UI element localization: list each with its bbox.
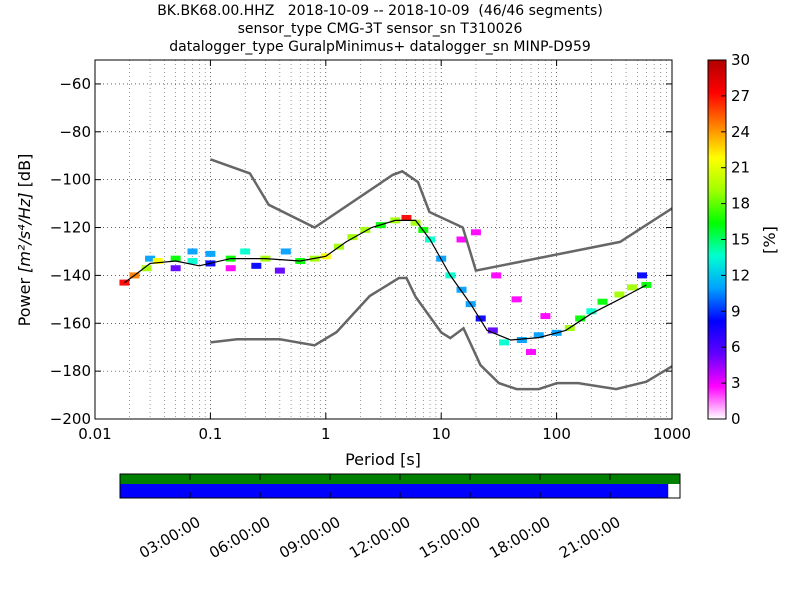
density-cell — [487, 327, 498, 334]
new-low-noise-model-line — [210, 276, 672, 391]
timeline-tick-label: 09:00:00 — [276, 513, 343, 562]
x-tick-label: 1 — [321, 425, 331, 443]
y-axis-label: Power [m²/s⁴/Hz] [dB] — [15, 154, 34, 327]
density-cell — [205, 250, 216, 257]
y-tick-label: −100 — [50, 171, 91, 189]
density-cell — [498, 339, 509, 346]
grid — [95, 60, 672, 419]
density-cell — [614, 291, 625, 298]
y-tick-label: −200 — [50, 410, 91, 428]
density-cell — [401, 214, 412, 221]
density-cell — [187, 258, 198, 265]
density-cell — [626, 284, 637, 291]
colorbar-tick-label: 18 — [731, 195, 750, 213]
density-cell — [347, 234, 358, 241]
noise-model-lines — [124, 158, 672, 391]
density-cell — [540, 313, 551, 320]
density-cell — [637, 272, 648, 279]
colorbar-label: [%] — [760, 226, 779, 254]
mode-line — [124, 219, 647, 341]
y-tick-label: −160 — [50, 314, 91, 332]
density-cell — [533, 332, 544, 339]
timeline-tick-label: 12:00:00 — [346, 513, 413, 562]
colorbar-ticks: 0 3 6 9 12 15 18 21 24 27 30 — [721, 51, 750, 428]
new-high-noise-model-line — [209, 158, 672, 273]
y-axis-label-suffix: [dB] — [15, 154, 34, 193]
density-cell — [575, 315, 586, 322]
y-tick-label: −180 — [50, 362, 91, 380]
density-cell — [597, 298, 608, 305]
chart-title-line-1: BK.BK68.00.HHZ 2018-10-09 -- 2018-10-09 … — [157, 3, 603, 19]
density-cell — [456, 236, 467, 243]
density-cell — [170, 255, 181, 262]
y-axis-label-prefix: Power — [15, 273, 34, 326]
y-tick-label: −140 — [50, 266, 91, 284]
density-cell — [456, 286, 467, 293]
density-cell — [274, 267, 285, 274]
x-tick-label: 0.01 — [78, 425, 111, 443]
timeline-tick-label: 15:00:00 — [416, 513, 483, 562]
density-cell — [119, 279, 130, 286]
x-tick-label: 10 — [432, 425, 451, 443]
timeline-processed-coverage — [120, 484, 669, 498]
density-cell — [152, 258, 163, 265]
timeline-tick-label: 18:00:00 — [486, 513, 553, 562]
density-cell — [240, 248, 251, 255]
colorbar-tick-label: 3 — [731, 374, 741, 392]
density-cell — [516, 337, 527, 344]
colorbar-tick-label: 21 — [731, 159, 750, 177]
timeline-tick-label: 03:00:00 — [136, 513, 203, 562]
density-cell — [475, 315, 486, 322]
density-cell — [251, 262, 262, 269]
colorbar-tick-label: 12 — [731, 266, 750, 284]
density-cell — [511, 296, 522, 303]
density-cell — [470, 229, 481, 236]
density-cell — [360, 226, 371, 233]
x-tick-label: 1000 — [653, 425, 691, 443]
plot-frame — [94, 59, 673, 420]
density-cell — [280, 248, 291, 255]
colorbar-tick-label: 6 — [731, 338, 741, 356]
x-tick-label: 0.1 — [198, 425, 222, 443]
timeline-bar: 03:00:00 06:00:00 09:00:00 12:00:00 15:00:00… — [119, 473, 681, 562]
density-cell — [187, 248, 198, 255]
chart-title-line-2: sensor_type CMG-3T sensor_sn T310026 — [237, 21, 523, 37]
density-cell — [145, 255, 156, 262]
y-tick-label: −120 — [50, 219, 91, 237]
timeline-tick-label: 06:00:00 — [206, 513, 273, 562]
density-cell — [141, 265, 152, 272]
density-cell — [225, 265, 236, 272]
colorbar-tick-label: 9 — [731, 302, 741, 320]
chart-title-line-3: datalogger_type GuralpMinimus+ datalogge… — [169, 39, 591, 55]
density-cell — [525, 348, 536, 355]
density-cell — [641, 281, 652, 288]
density-cell — [491, 272, 502, 279]
colorbar-tick-label: 15 — [731, 231, 750, 249]
y-tick-label: −80 — [59, 123, 91, 141]
density-cell — [410, 219, 421, 226]
y-axis-label-units: [m²/s⁴/Hz] — [15, 192, 34, 272]
colorbar-tick-label: 0 — [731, 410, 741, 428]
colorbar-tick-label: 24 — [731, 123, 750, 141]
density-cell — [170, 265, 181, 272]
density-cell — [586, 308, 597, 315]
colorbar-tick-label: 27 — [731, 87, 750, 105]
timeline-tick-label: 21:00:00 — [556, 513, 623, 562]
colorbar-tick-label: 30 — [731, 51, 750, 69]
axis-ticks: 0.01 0.1 1 10 100 1000 −60 −80 −100 −120 −140 −160 −… — [50, 60, 691, 443]
y-tick-label: −60 — [59, 75, 91, 93]
x-tick-label: 100 — [542, 425, 571, 443]
chart-title-block: BK.BK68.00.HHZ 2018-10-09 -- 2018-10-09 … — [90, 2, 670, 56]
x-axis-label: Period [s] — [345, 450, 421, 469]
